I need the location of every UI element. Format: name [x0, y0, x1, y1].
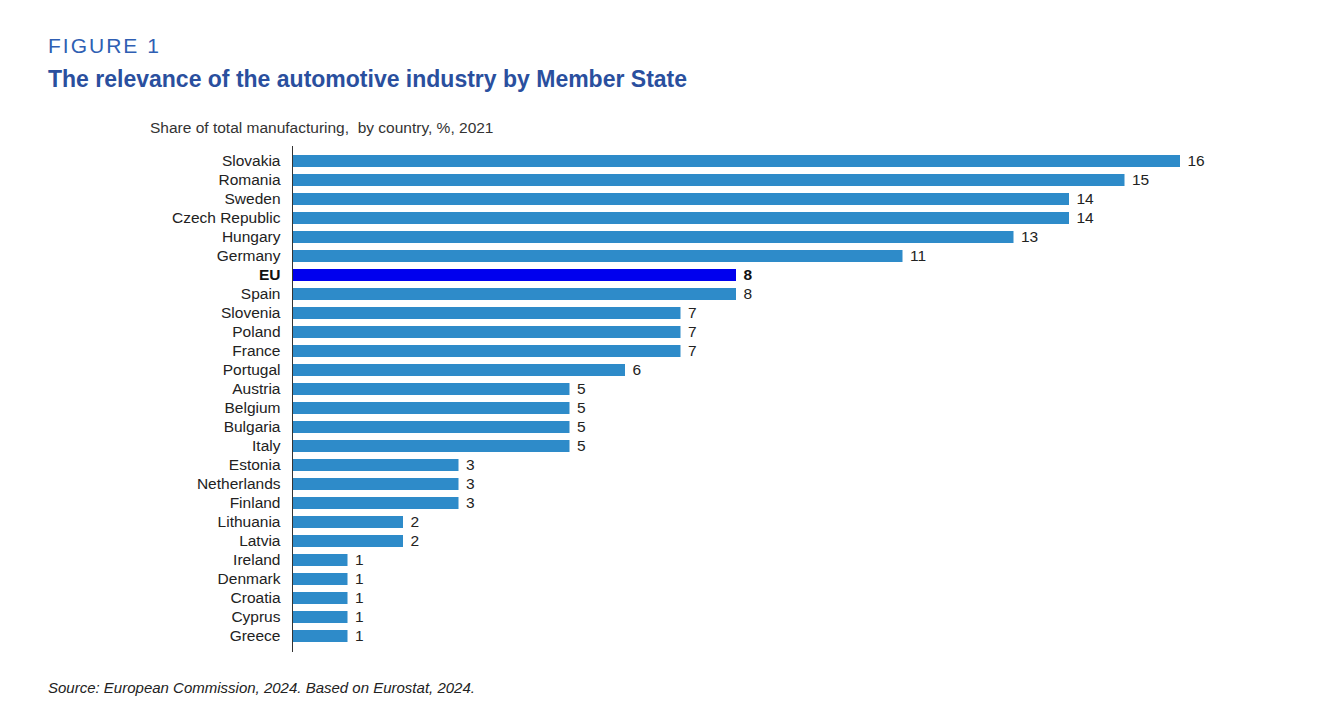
svg-text:Hungary: Hungary [222, 228, 281, 245]
svg-text:2: 2 [411, 513, 420, 530]
html-text:Share of total manufacturing,: Share of total manufacturing, by country… [150, 119, 494, 136]
svg-text:Slovakia: Slovakia [222, 152, 281, 169]
svg-text:Croatia: Croatia [231, 589, 281, 606]
svg-text:1: 1 [355, 570, 364, 587]
svg-text:1: 1 [355, 589, 364, 606]
svg-text:Bulgaria: Bulgaria [224, 418, 281, 435]
svg-text:5: 5 [577, 380, 586, 397]
svg-text:14: 14 [1077, 190, 1095, 207]
svg-text:Cyprus: Cyprus [231, 608, 280, 625]
svg-text:Finland: Finland [230, 494, 281, 511]
svg-text:3: 3 [466, 456, 475, 473]
html-text:Source: European Commission, 2: Source: European Commission, 2024. Based… [48, 679, 475, 696]
svg-text:6: 6 [633, 361, 642, 378]
svg-text:7: 7 [688, 342, 697, 359]
svg-text:15: 15 [1132, 171, 1149, 188]
svg-text:1: 1 [355, 551, 364, 568]
svg-text:Portugal: Portugal [223, 361, 281, 378]
svg-text:Lithuania: Lithuania [218, 513, 281, 530]
svg-text:1: 1 [355, 608, 364, 625]
svg-text:Slovenia: Slovenia [221, 304, 281, 321]
svg-text:Denmark: Denmark [218, 570, 281, 587]
svg-text:14: 14 [1077, 209, 1095, 226]
svg-text:France: France [232, 342, 280, 359]
svg-text:Sweden: Sweden [224, 190, 280, 207]
html-text:The relevance of the automotiv: The relevance of the automotive industry… [48, 66, 688, 92]
svg-text:Germany: Germany [217, 247, 281, 264]
svg-text:7: 7 [688, 304, 697, 321]
svg-text:5: 5 [577, 399, 586, 416]
svg-text:Spain: Spain [241, 285, 281, 302]
svg-text:Poland: Poland [232, 323, 280, 340]
svg-text:3: 3 [466, 494, 475, 511]
svg-text:Romania: Romania [218, 171, 280, 188]
svg-text:Czech Republic: Czech Republic [172, 209, 281, 226]
svg-text:2: 2 [411, 532, 420, 549]
svg-text:16: 16 [1188, 152, 1205, 169]
svg-text:5: 5 [577, 437, 586, 454]
svg-text:Austria: Austria [232, 380, 281, 397]
svg-text:Italy: Italy [252, 437, 281, 454]
svg-text:11: 11 [910, 247, 926, 264]
svg-text:Netherlands: Netherlands [197, 475, 281, 492]
svg-text:13: 13 [1021, 228, 1038, 245]
svg-text:3: 3 [466, 475, 475, 492]
svg-text:Estonia: Estonia [229, 456, 281, 473]
svg-text:EU: EU [259, 266, 281, 283]
svg-text:1: 1 [355, 627, 364, 644]
svg-text:Belgium: Belgium [225, 399, 281, 416]
svg-text:8: 8 [744, 266, 753, 283]
svg-text:Greece: Greece [230, 627, 281, 644]
svg-text:Latvia: Latvia [239, 532, 281, 549]
svg-text:5: 5 [577, 418, 586, 435]
svg-text:8: 8 [744, 285, 753, 302]
html-text:FIGURE 1: FIGURE 1 [48, 34, 161, 57]
svg-text:Ireland: Ireland [233, 551, 280, 568]
svg-text:7: 7 [688, 323, 697, 340]
